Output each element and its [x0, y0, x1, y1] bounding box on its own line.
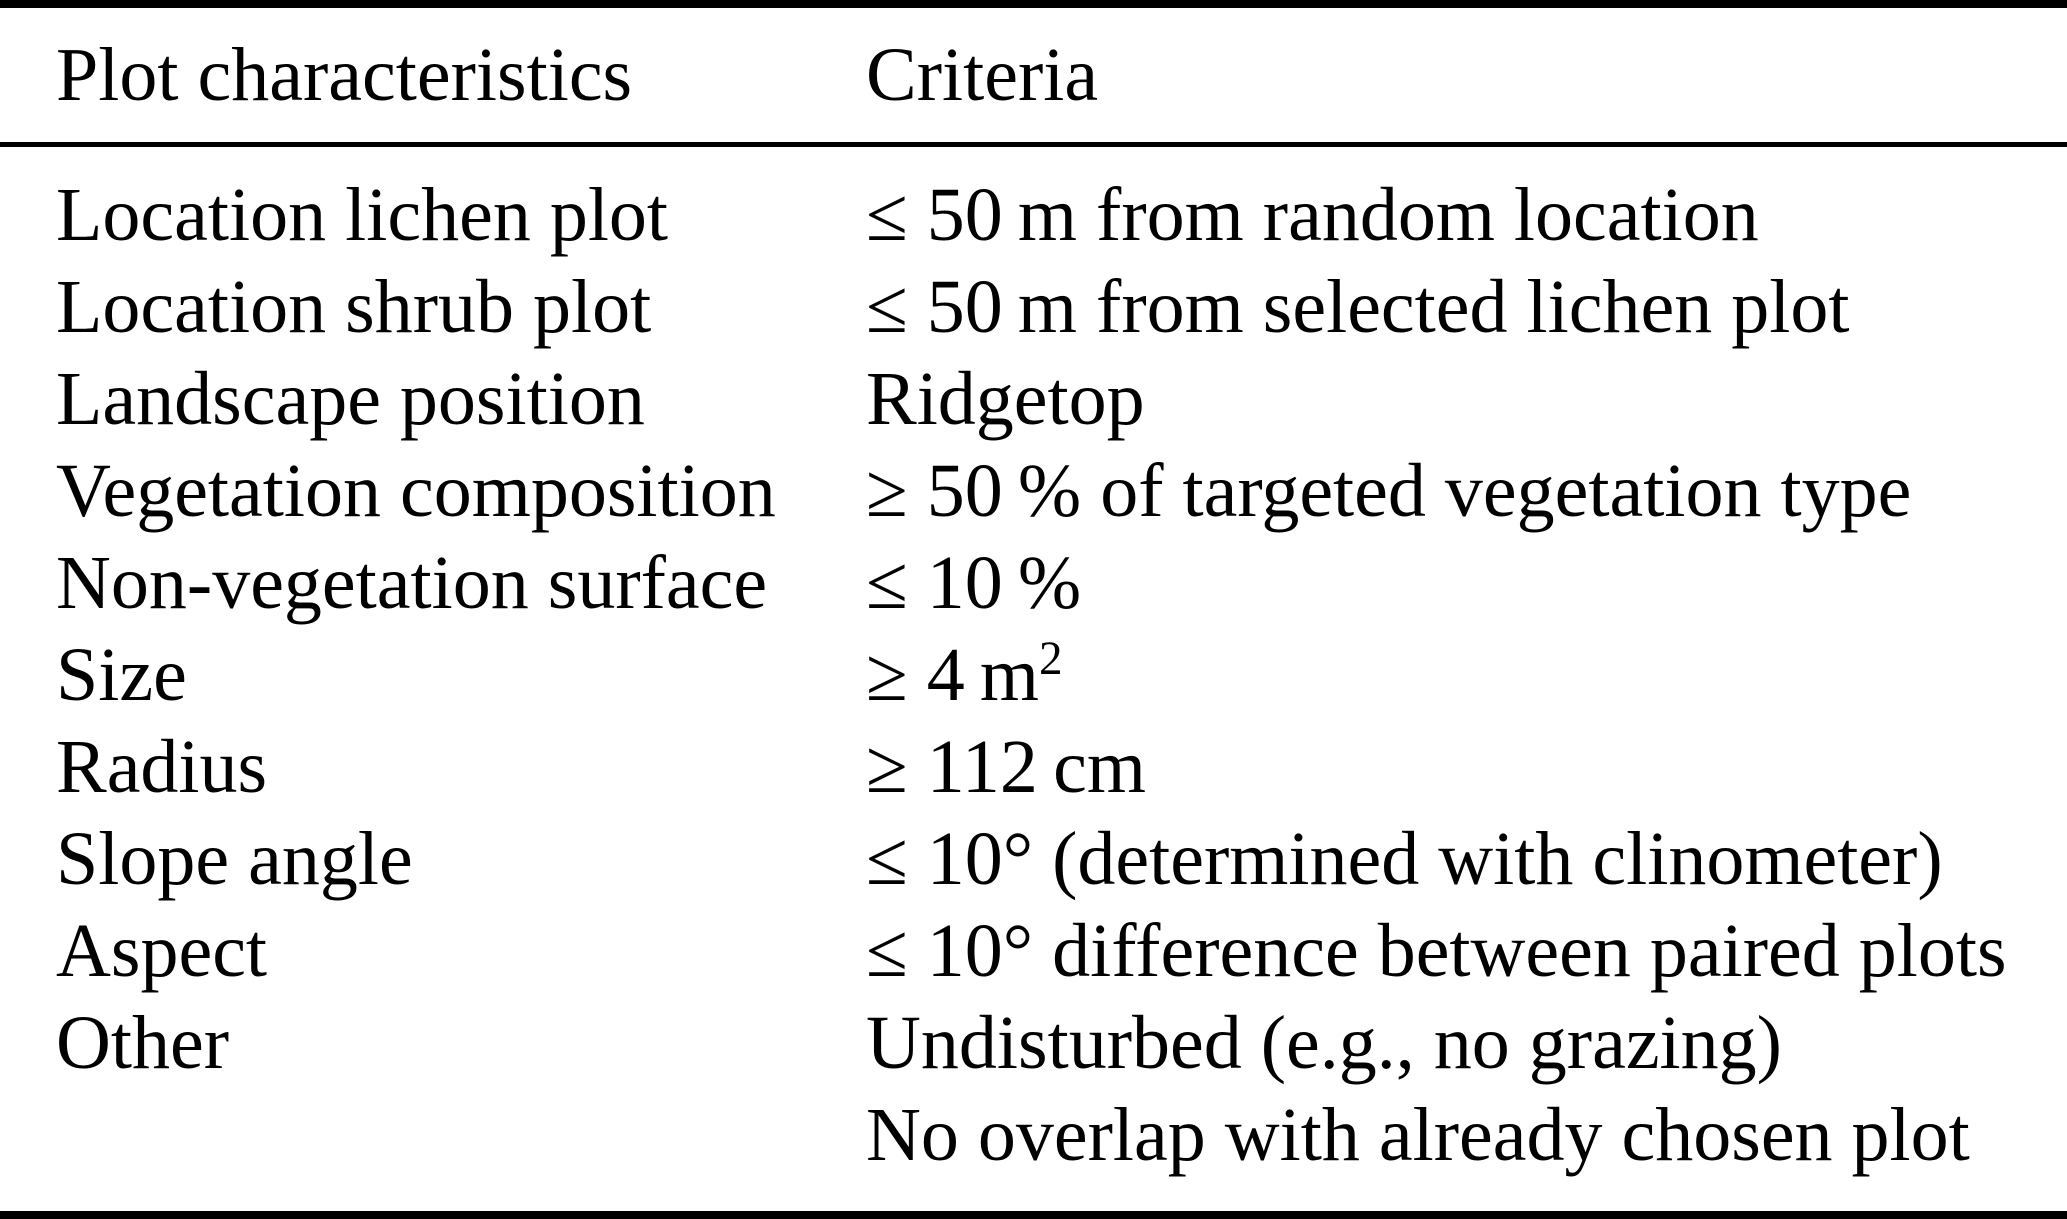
- criteria-cell: ≤ 10° difference between paired plots: [866, 909, 2007, 993]
- criteria-cell: Ridgetop: [866, 357, 1145, 441]
- criteria-cell: ≤ 10 %: [866, 541, 1082, 625]
- criteria-cell: No overlap with already chosen plot: [866, 1093, 1970, 1177]
- table-row: Aspect ≤ 10° difference between paired pl…: [0, 905, 2067, 997]
- characteristic-cell: Landscape position: [56, 357, 645, 441]
- characteristic-cell: Non-vegetation surface: [56, 541, 768, 625]
- characteristic-cell: Location lichen plot: [56, 173, 669, 257]
- header-criteria: Criteria: [866, 32, 1099, 117]
- table-bottom-rule: [0, 1211, 2067, 1219]
- characteristic-cell: Vegetation composition: [56, 449, 776, 533]
- table-body: Location lichen plot ≤ 50 m from random l…: [0, 147, 2067, 1181]
- superscript-2: 2: [1039, 633, 1063, 686]
- table-row: Size ≥ 4 m2: [0, 629, 2067, 721]
- characteristic-cell: Other: [56, 1001, 230, 1085]
- characteristic-cell: Size: [56, 633, 187, 717]
- table-row: Slope angle ≤ 10° (determined with clinom…: [0, 813, 2067, 905]
- table-row: Vegetation composition ≥ 50 % of targeted…: [0, 445, 2067, 537]
- criteria-cell: ≤ 10° (determined with clinometer): [866, 817, 1943, 901]
- table-row: Landscape position Ridgetop: [0, 353, 2067, 445]
- characteristic-cell: Radius: [56, 725, 268, 809]
- table-header-row: Plot characteristics Criteria: [0, 8, 2067, 142]
- characteristic-cell: Slope angle: [56, 817, 413, 901]
- criteria-cell: ≤ 50 m from random location: [866, 173, 1759, 257]
- table-row: No overlap with already chosen plot: [0, 1089, 2067, 1181]
- table-row: Location lichen plot ≤ 50 m from random l…: [0, 169, 2067, 261]
- criteria-cell: ≥ 112 cm: [866, 725, 1146, 809]
- characteristic-cell: Location shrub plot: [56, 265, 652, 349]
- criteria-cell: Undisturbed (e.g., no grazing): [866, 1001, 1782, 1085]
- criteria-cell: ≥ 4 m2: [866, 633, 1063, 717]
- table-header-rule: [0, 142, 2067, 147]
- criteria-cell: ≥ 50 % of targeted vegetation type: [866, 449, 1912, 533]
- table-top-rule: [0, 0, 2067, 8]
- table-row: Other Undisturbed (e.g., no grazing): [0, 997, 2067, 1089]
- table-row: Radius ≥ 112 cm: [0, 721, 2067, 813]
- criteria-cell: ≤ 50 m from selected lichen plot: [866, 265, 1850, 349]
- table-row: Non-vegetation surface ≤ 10 %: [0, 537, 2067, 629]
- characteristic-cell: Aspect: [56, 909, 268, 993]
- characteristic-cell: [0, 1089, 866, 1181]
- header-plot-characteristics: Plot characteristics: [56, 32, 633, 117]
- table-row: Location shrub plot ≤ 50 m from selected …: [0, 261, 2067, 353]
